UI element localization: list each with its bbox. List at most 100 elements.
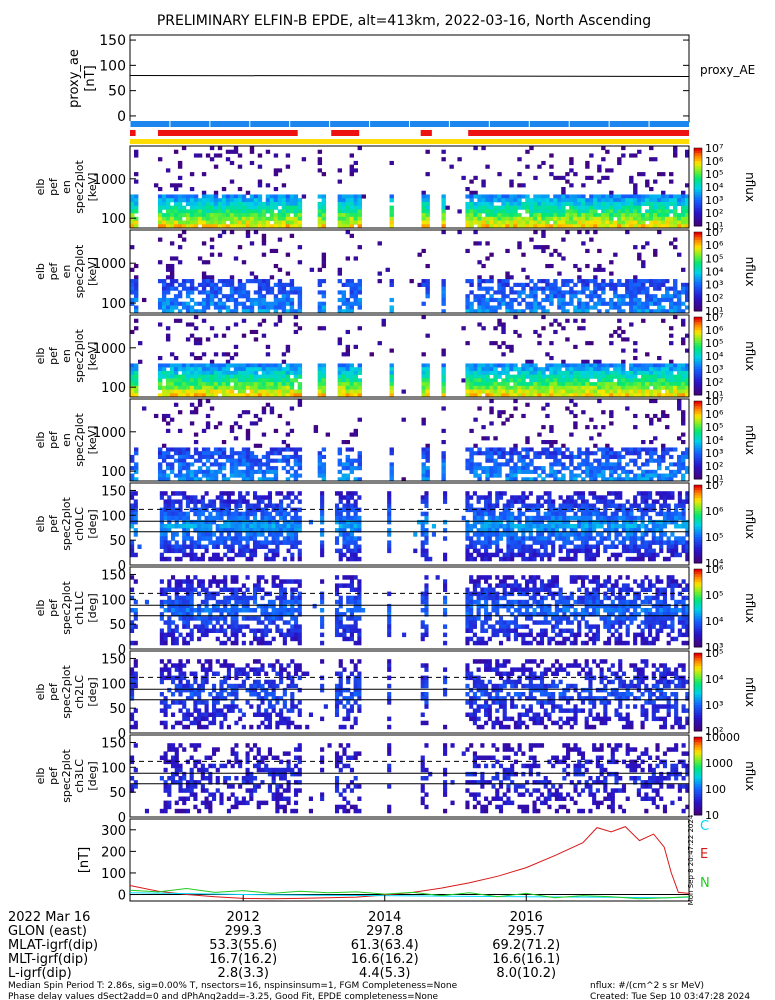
spectrogram-cell bbox=[621, 348, 626, 353]
spectrogram-cell bbox=[215, 528, 220, 533]
spectrogram-cell bbox=[469, 458, 474, 463]
spectrogram-cell bbox=[215, 544, 220, 549]
spectrogram-cell bbox=[205, 399, 211, 404]
spectrogram-cell bbox=[189, 378, 195, 383]
spectrogram-cell bbox=[337, 213, 343, 218]
spectrogram-cell bbox=[159, 511, 164, 517]
spectrogram-cell bbox=[557, 462, 562, 467]
spectrogram-cell bbox=[341, 363, 347, 368]
spectrogram-cell bbox=[665, 367, 670, 372]
spectrogram-cell bbox=[547, 507, 552, 513]
spectrogram-cell bbox=[554, 528, 559, 533]
spectrogram-cell bbox=[565, 378, 570, 383]
spectrogram-cell bbox=[290, 556, 295, 562]
spectrogram-cell bbox=[472, 491, 477, 496]
spectrogram-cell bbox=[285, 382, 291, 387]
spectrogram-cell bbox=[472, 532, 477, 537]
spectrogram-cell bbox=[465, 528, 470, 533]
spectrogram-cell bbox=[345, 363, 351, 368]
spectrogram-cell bbox=[169, 297, 175, 303]
spectrogram-cell bbox=[189, 477, 195, 482]
spectrogram-cell bbox=[389, 209, 394, 214]
spectrogram-cell bbox=[465, 374, 470, 379]
spectrogram-cell bbox=[225, 367, 231, 372]
spectrogram-cell bbox=[265, 183, 271, 188]
spectrogram-cell bbox=[495, 503, 500, 508]
spectrogram-cell bbox=[653, 458, 658, 463]
colorbar-cell bbox=[694, 303, 702, 307]
spectrogram-cell bbox=[193, 367, 199, 372]
spectrogram-cell bbox=[653, 399, 658, 404]
spectrogram-cell bbox=[487, 544, 492, 549]
spectrogram-cell bbox=[517, 519, 522, 525]
spectrogram-cell bbox=[181, 454, 187, 460]
spectrogram-cell bbox=[241, 410, 247, 415]
spectrogram-cell bbox=[161, 370, 167, 376]
spectrogram-cell bbox=[617, 160, 622, 166]
spectrogram-cell bbox=[321, 198, 327, 203]
spectrogram-cell bbox=[209, 451, 215, 456]
spectrogram-cell bbox=[221, 367, 227, 372]
spectrogram-cell bbox=[217, 454, 223, 460]
spectrogram-cell bbox=[189, 333, 195, 338]
spectrogram-cell bbox=[505, 248, 510, 254]
spectrogram-cell bbox=[257, 201, 263, 207]
spectrogram-cell bbox=[521, 205, 526, 210]
spectrogram-cell bbox=[420, 548, 425, 554]
spectrogram-cell bbox=[649, 378, 654, 383]
spectrogram-cell bbox=[161, 477, 167, 482]
spectrogram-cell bbox=[551, 515, 556, 521]
spectrogram-cell bbox=[469, 552, 474, 558]
spectrogram-cell bbox=[545, 413, 550, 419]
spectrogram-cell bbox=[226, 495, 232, 500]
spectrogram-cell bbox=[209, 209, 215, 214]
spectrogram-cell bbox=[469, 378, 474, 383]
colorbar-cell bbox=[694, 284, 702, 288]
spectrogram-cell bbox=[491, 515, 496, 521]
spectrogram-cell bbox=[669, 301, 674, 306]
spectrogram-cell bbox=[562, 515, 567, 521]
spectrogram-cell bbox=[597, 469, 602, 474]
spectrogram-cell bbox=[281, 194, 287, 199]
spectrogram-cell bbox=[217, 378, 223, 383]
spectrogram-cell bbox=[545, 213, 550, 218]
spectrogram-cell bbox=[341, 290, 347, 295]
spectrogram-cell bbox=[553, 329, 558, 335]
spectrogram-cell bbox=[205, 198, 211, 203]
spectrogram-cell bbox=[528, 532, 533, 537]
spectrogram-cell bbox=[337, 337, 343, 342]
spectrogram-cell bbox=[215, 556, 220, 562]
spectrogram-cell bbox=[353, 519, 358, 525]
spectrogram-cell bbox=[521, 540, 526, 545]
spectrogram-cell bbox=[641, 363, 646, 368]
spectrogram-cell bbox=[182, 532, 187, 537]
spectrogram-cell bbox=[481, 385, 486, 390]
spectrogram-cell bbox=[501, 209, 506, 214]
spectrogram-cell bbox=[593, 359, 598, 364]
spectrogram-cell bbox=[238, 536, 243, 541]
spectrogram-cell bbox=[649, 440, 654, 445]
spectrogram-cell bbox=[665, 378, 670, 383]
spectrogram-cell bbox=[321, 279, 327, 284]
spectrogram-cell bbox=[273, 473, 279, 478]
spectrogram-cell bbox=[529, 367, 534, 372]
spectrogram-cell bbox=[545, 294, 550, 299]
spectrogram-cell bbox=[157, 374, 163, 379]
spectrogram-cell bbox=[537, 466, 542, 471]
spectrogram-cell bbox=[265, 462, 271, 467]
spectrogram-cell bbox=[495, 528, 500, 533]
spectrogram-cell bbox=[551, 503, 556, 508]
spectrogram-cell bbox=[685, 294, 690, 299]
spectrogram-cell bbox=[271, 528, 276, 533]
spectrogram-cell bbox=[421, 469, 426, 474]
spectrogram-cell bbox=[513, 532, 518, 537]
spectrogram-cell bbox=[505, 370, 510, 376]
spectrogram-cell bbox=[130, 389, 135, 394]
spectrogram-cell bbox=[245, 519, 250, 525]
spectrogram-cell bbox=[261, 318, 267, 323]
spectrogram-cell bbox=[617, 205, 622, 210]
colorbar-tick-label: 10⁶ bbox=[705, 239, 724, 252]
spectrogram-cell bbox=[553, 462, 558, 467]
spectrogram-cell bbox=[271, 524, 276, 529]
spectrogram-cell bbox=[249, 519, 254, 525]
